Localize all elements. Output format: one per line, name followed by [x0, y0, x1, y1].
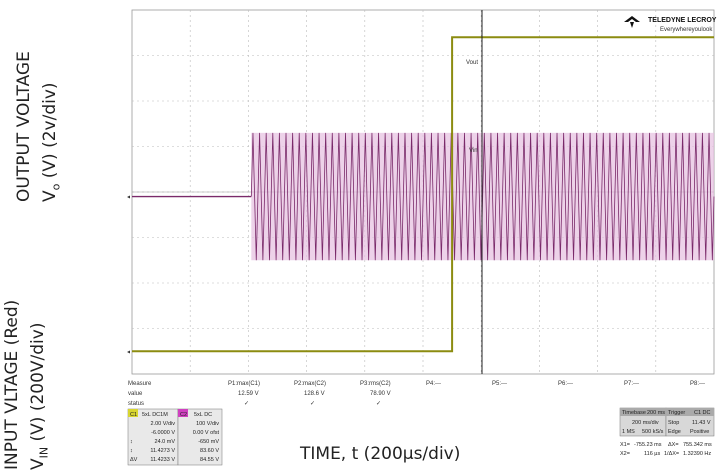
measure-col-label: P5:--- — [492, 381, 507, 387]
c2-tag: C2 — [180, 412, 187, 418]
c1-line: 24.0 mV — [155, 439, 176, 445]
vout-ch-marker: ◂ — [127, 349, 130, 355]
c1-side: ↕ — [130, 439, 133, 445]
cursor-x1-label: X1= — [620, 442, 630, 448]
c1-line: -6.0000 V — [151, 430, 175, 436]
cursor-x2-label: X2= — [620, 451, 630, 457]
measure-col-value: 12.59 V — [238, 391, 259, 397]
measure-col-status: ✓ — [310, 401, 315, 407]
c2-title: 5xL DC — [194, 412, 212, 418]
timebase-label: Timebase — [622, 410, 646, 416]
c1-title: 5xL DC1M — [142, 412, 168, 418]
edge-value: Positive — [690, 429, 709, 435]
c2-line: 84.55 V — [200, 457, 219, 463]
c2-info-box: C2 5xL DC 100 V/div 0.00 V ofst -650 mV 83.… — [177, 408, 223, 466]
measure-col-label: P6:--- — [558, 381, 573, 387]
annotation-vin: Vin — [469, 148, 478, 154]
measure-col-label: P8:--- — [690, 381, 705, 387]
traces: ◂◂ — [127, 36, 715, 355]
measure-col-value: 78.90 V — [370, 391, 391, 397]
measure-row-status: status — [128, 401, 144, 407]
stop-label: Stop — [668, 420, 679, 426]
measure-col-status: ✓ — [244, 401, 249, 407]
stop-value: 11.43 V — [692, 420, 711, 426]
cursor-dx-label: ΔX= — [668, 442, 679, 448]
cursor-x1-value: -755.23 ms — [634, 442, 662, 448]
cursor-idx-value: 1.32390 Hz — [683, 451, 711, 457]
measure-row-value: value — [128, 391, 143, 397]
cursor-readout: X1= -755.23 ms ΔX= 755.342 ms X2= 116 µs… — [620, 442, 712, 457]
measure-col-value: 128.6 V — [304, 391, 325, 397]
measure-col-status: ✓ — [376, 401, 381, 407]
c1-line: 11.4273 V — [150, 448, 175, 454]
timebase-ms: 1 MS — [622, 429, 635, 435]
timebase-value: 200 ms — [647, 410, 665, 416]
c2-line: 0.00 V ofst — [193, 430, 220, 436]
cursor-dx-value: 755.342 ms — [683, 442, 712, 448]
c1-info-box: C1 5xL DC1M 2.00 V/div -6.0000 V 24.0 mV ↕ 1… — [127, 408, 179, 466]
vin-trace — [250, 132, 715, 261]
brand-logo: TELEDYNE LECROY Everywhereyoulook — [624, 16, 717, 33]
measure-col-label: P4:--- — [426, 381, 441, 387]
measure-col-label: P2:max(C2) — [294, 381, 326, 387]
c1-side: ΔV — [130, 457, 138, 463]
timebase-div: 200 ms/div — [632, 420, 659, 426]
cursor-x2-value: 116 µs — [644, 451, 660, 457]
trigger-value: C1 DC — [694, 410, 711, 416]
x-axis-title: TIME, t (200µs/div) — [300, 444, 461, 464]
vout-trace — [132, 36, 714, 353]
measure-col-label: P1:max(C1) — [228, 381, 260, 387]
c1-tag: C1 — [130, 412, 137, 418]
edge-label: Edge — [668, 429, 681, 435]
cursor-idx-label: 1/ΔX= — [664, 451, 679, 457]
c1-line: 11.4233 V — [150, 457, 175, 463]
timebase-rate: 500 kS/s — [642, 429, 664, 435]
c1-line: 2.00 V/div — [151, 421, 176, 427]
c1-side: ↕ — [130, 448, 133, 454]
timebase-box: Timebase 200 ms Trigger C1 DC 200 ms/div… — [619, 407, 715, 437]
measure-col-label: P7:--- — [624, 381, 639, 387]
c2-line: -650 mV — [198, 439, 219, 445]
brand-name: TELEDYNE LECROY — [648, 17, 717, 24]
c2-line: 83.60 V — [200, 448, 219, 454]
measure-table: Measure value status P1:max(C1) 12.59 V ✓ P… — [128, 381, 705, 407]
brand-tagline: Everywhereyoulook — [660, 27, 713, 33]
measure-header: Measure — [128, 381, 152, 387]
measure-col-label: P3:rms(C2) — [360, 381, 391, 387]
c2-line: 100 V/div — [196, 421, 219, 427]
trigger-label: Trigger — [668, 410, 685, 416]
vin-ch-marker: ◂ — [127, 195, 130, 201]
annotation-vout: Vout — [466, 60, 478, 66]
